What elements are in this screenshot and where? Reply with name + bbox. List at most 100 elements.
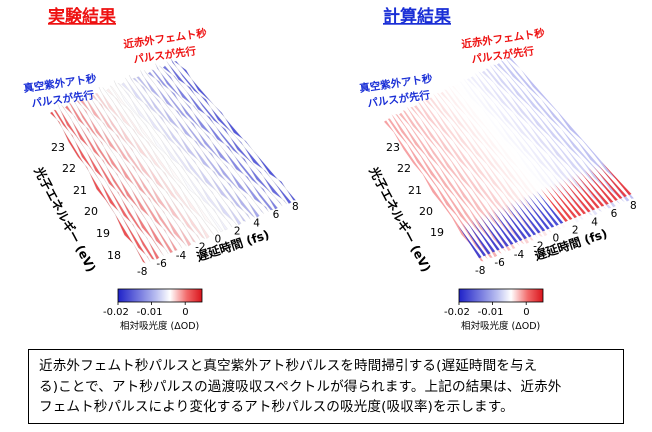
surface-spike [514,200,541,234]
surface-ribbon [61,104,160,260]
x-tick-label: 4 [253,217,260,229]
y-tick-label: 22 [397,162,411,175]
surface-ribbon [136,76,251,220]
surface-ribbon [474,72,593,216]
surface-ribbon [391,114,493,258]
surface-ribbon [57,103,155,260]
x-tick-label: 6 [611,208,618,220]
surface-ribbon [395,113,498,258]
surface-spike [492,209,518,243]
surface-ribbon [125,77,237,226]
x-tick-label: -2 [533,241,543,253]
surface-ribbon [83,94,187,247]
surface-spike [571,175,600,209]
surface-spike [536,190,564,224]
surface-ribbon [387,118,489,260]
surface-ribbon [79,99,183,249]
surface-ribbon [436,92,548,237]
surface-spike [597,164,627,197]
surface-ribbon [106,88,215,235]
surface-ribbon [128,74,242,226]
surface-spike [527,194,555,228]
colorbar-tick-label: -0.02 [103,307,129,318]
surface-spike [545,187,573,220]
surface-ribbon [49,111,146,264]
surface-ribbon [384,120,484,262]
surface-ribbon [493,64,616,208]
surface-ribbon [478,71,598,216]
surface-spike [593,166,623,199]
y-tick-label: 23 [51,141,65,154]
surface-ribbon [72,97,174,254]
surface-spike [562,179,591,213]
surface-spike [553,183,582,217]
surface-ribbon [162,65,283,207]
caption-line-3: フェムト秒パルスにより変化するアト秒パルスの吸光度(吸収率)を示します。 [39,399,514,415]
surface-ribbon [151,69,269,212]
surface-ribbon [87,92,192,247]
colorbar-tick-label: 0 [182,307,188,318]
surface-spike [484,213,509,247]
surface-spike [471,219,496,253]
surface-ribbon [64,105,164,256]
surface-ribbon [485,68,607,210]
surface-ribbon [500,60,625,203]
surface-ribbon [496,63,621,205]
surface-ribbon [173,61,297,201]
surface-spike [532,192,559,226]
panel-title: 計算結果 [383,6,451,27]
surface-ribbon [459,80,575,224]
surface-spike [580,171,609,205]
y-tick-label: 19 [96,227,110,240]
surface-ribbon [140,70,256,218]
surface-ribbon [110,85,219,233]
surface-ribbon [121,82,233,228]
surface-ribbon [170,57,292,205]
surface-spike [523,196,550,230]
surface-spike [601,162,632,196]
surface-ribbon [147,71,265,214]
colorbar [458,288,544,303]
surface-spike [457,225,482,259]
y-tick-label: 19 [430,226,444,239]
colorbar-label: 相対吸光度 (ΔOD) [461,320,540,332]
x-tick-label: 2 [572,224,579,236]
surface-ribbon [113,80,224,232]
x-tick-label: 6 [273,209,280,221]
y-tick-label: 21 [73,184,87,197]
y-tick-label: 22 [62,162,76,175]
surface-ribbon [466,78,584,220]
surface-ribbon [451,86,566,228]
y-tick-label: 18 [107,249,121,262]
colorbar-tick-label: -0.01 [137,307,163,318]
surface-ribbon [53,109,151,262]
x-tick-label: 0 [215,234,222,246]
surface-spike [479,215,505,249]
surface-ribbon [402,110,507,252]
surface-ribbon [117,82,228,231]
x-tick-label: -4 [176,250,187,262]
surface-spike [510,202,537,236]
x-tick-label: 4 [591,216,598,228]
surface-spike [519,198,546,232]
x-tick-label: 2 [234,225,241,237]
x-tick-label: 8 [292,201,299,213]
surface-ribbon [444,89,557,231]
colorbar [117,288,203,303]
surface-ribbon [68,101,169,254]
surface-ribbon [421,99,530,244]
surface-spike [549,185,577,218]
surface-ribbon [155,63,274,211]
surface-spike [501,206,527,240]
surface-ribbon [432,93,543,237]
y-tick-label: 21 [408,184,422,197]
x-tick-label: 8 [630,200,637,212]
caption-line-1: 近赤外フェムト秒パルスと真空紫外アト秒パルスを時間掃引する(遅延時間を与え [39,358,538,374]
surface-ribbon [429,97,539,239]
x-tick-label: -4 [514,249,525,261]
colorbar-tick-label: -0.02 [444,307,470,318]
surface-spike [466,221,491,255]
